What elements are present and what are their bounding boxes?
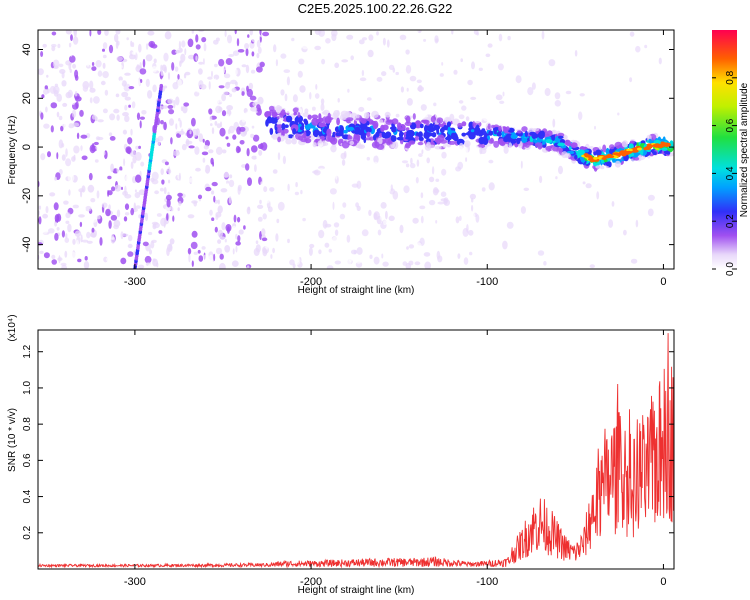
spectrogram-frame bbox=[37, 29, 675, 270]
snr-y-axis-label: SNR (10 * v/v) bbox=[7, 408, 18, 472]
snr-y-tick-label: 1.2 bbox=[22, 344, 33, 358]
colorbar-tick-label: 0.8 bbox=[725, 70, 736, 84]
spectrogram-x-tick-label: 0 bbox=[660, 276, 666, 288]
snr-panel: -300 -200 -100 0 0.2 0.4 0.6 0.8 1.0 1.2 Height … bbox=[7, 314, 675, 596]
snr-frame bbox=[37, 329, 675, 570]
spectrogram-y-axis-label: Frequency (Hz) bbox=[7, 116, 18, 185]
snr-y-tick-label: 0.4 bbox=[22, 489, 33, 503]
colorbar-tick-label: 0.4 bbox=[725, 166, 736, 180]
spectrogram-x-tick-label: -300 bbox=[124, 276, 146, 288]
colorbar-tick-label: 0.0 bbox=[725, 262, 736, 276]
chart-title: C2E5.2025.100.22.26.G22 bbox=[297, 1, 453, 16]
snr-x-ticks: -300 -200 -100 0 bbox=[124, 330, 666, 588]
spectrogram-x-tick-label: -100 bbox=[476, 276, 498, 288]
snr-y-multiplier: (x10⁴) bbox=[7, 314, 18, 341]
snr-y-tick-label: 0.8 bbox=[22, 417, 33, 431]
spectrogram-y-tick-label: 20 bbox=[21, 92, 33, 104]
snr-x-tick-label: 0 bbox=[660, 576, 666, 588]
snr-y-tick-label: 0.2 bbox=[22, 525, 33, 539]
snr-y-tick-label: 1.0 bbox=[22, 381, 33, 395]
colorbar-label: Normalized spectral amplitude bbox=[739, 82, 750, 217]
colorbar-tick-label: 0.2 bbox=[725, 214, 736, 228]
spectrogram-y-ticks: -40 -20 0 20 40 bbox=[21, 43, 674, 253]
snr-x-axis-label: Height of straight line (km) bbox=[298, 585, 415, 596]
spectrogram-x-tick-label: -200 bbox=[300, 276, 322, 288]
colorbar-gradient bbox=[712, 30, 737, 269]
spectrogram-y-tick-label: 40 bbox=[21, 43, 33, 55]
spectrogram-y-tick-label: -20 bbox=[21, 188, 33, 204]
colorbar-tick-label: 0.6 bbox=[725, 118, 736, 132]
spectrogram-y-tick-label: -40 bbox=[21, 237, 33, 253]
spectrogram-x-axis-label: Height of straight line (km) bbox=[298, 285, 415, 296]
snr-x-tick-label: -100 bbox=[476, 576, 498, 588]
snr-x-tick-label: -200 bbox=[300, 576, 322, 588]
colorbar-ticks: 0.0 0.2 0.4 0.6 0.8 bbox=[712, 70, 737, 276]
snr-x-tick-label: -300 bbox=[124, 576, 146, 588]
snr-y-ticks: 0.2 0.4 0.6 0.8 1.0 1.2 bbox=[22, 344, 674, 540]
snr-series-line bbox=[38, 333, 674, 569]
snr-y-tick-label: 0.6 bbox=[22, 453, 33, 467]
spectrogram-x-ticks: -300 -200 -100 0 bbox=[124, 30, 666, 288]
spectrogram-heatmap bbox=[38, 30, 674, 269]
spectrogram-y-tick-label: 0 bbox=[21, 144, 33, 150]
colorbar: 0.0 0.2 0.4 0.6 0.8 Normalized spectral ampl… bbox=[712, 30, 750, 276]
